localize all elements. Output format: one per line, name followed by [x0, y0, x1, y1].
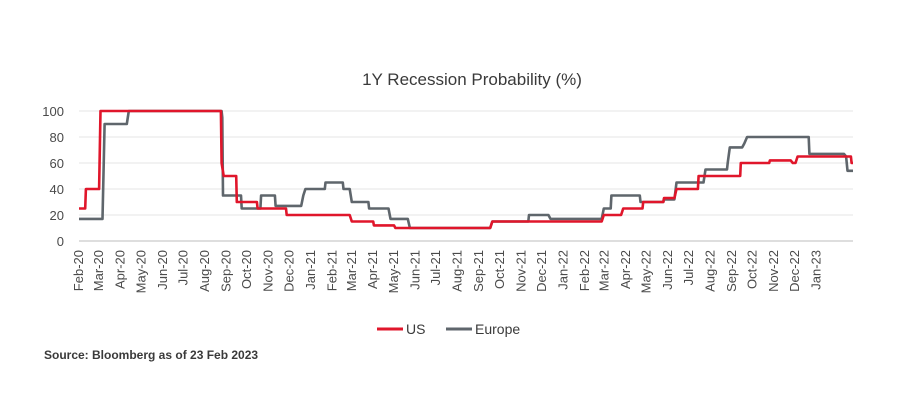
y-tick-label: 80 — [50, 130, 64, 145]
x-tick-label: Dec-21 — [534, 250, 549, 292]
chart-title: 1Y Recession Probability (%) — [362, 70, 582, 89]
series-line-us — [79, 109, 853, 230]
y-tick-label: 40 — [50, 182, 64, 197]
x-tick-label: Aug-22 — [702, 250, 717, 292]
legend-label-europe: Europe — [475, 321, 520, 337]
x-tick-label: Apr-22 — [618, 250, 633, 289]
x-tick-label: Oct-21 — [492, 250, 507, 289]
x-tick-label: Dec-20 — [281, 250, 296, 292]
x-tick-label: Apr-20 — [113, 250, 128, 289]
x-tick-label: Dec-22 — [787, 250, 802, 292]
x-tick-label: Jul-22 — [681, 250, 696, 285]
x-tick-label: May-21 — [386, 250, 401, 293]
x-tick-label: Jul-21 — [428, 250, 443, 285]
y-tick-label: 0 — [57, 234, 64, 249]
x-tick-label: Nov-20 — [261, 250, 276, 292]
x-tick-label: Mar-20 — [91, 250, 106, 291]
x-tick-label: Apr-21 — [365, 250, 380, 289]
x-tick-label: Jun-22 — [660, 250, 675, 290]
x-tick-label: Jun-21 — [407, 250, 422, 290]
y-tick-label: 20 — [50, 208, 64, 223]
x-tick-label: Oct-22 — [745, 250, 760, 289]
x-tick-label: Oct-20 — [239, 250, 254, 289]
x-tick-label: Jan-21 — [303, 250, 318, 290]
x-tick-label: Jun-20 — [155, 250, 170, 290]
x-tick-label: May-20 — [133, 250, 148, 293]
x-tick-label: Mar-22 — [596, 250, 611, 291]
x-tick-label: Sep-21 — [471, 250, 486, 292]
x-tick-label: Jan-22 — [556, 250, 571, 290]
chart-legend: US Europe — [377, 321, 520, 337]
series-line-europe — [79, 109, 853, 230]
y-tick-label: 60 — [50, 156, 64, 171]
source-note: Source: Bloomberg as of 23 Feb 2023 — [44, 348, 259, 362]
x-tick-label: Nov-21 — [513, 250, 528, 292]
y-tick-label: 100 — [42, 104, 64, 119]
x-tick-label: Aug-20 — [197, 250, 212, 292]
legend-label-us: US — [406, 321, 425, 337]
x-tick-label: Jan-23 — [808, 250, 823, 290]
x-tick-label: Aug-21 — [450, 250, 465, 292]
x-tick-label: Feb-22 — [577, 250, 592, 291]
x-tick-label: Feb-21 — [324, 250, 339, 291]
x-axis-tick-labels: Feb-20 Mar-20 Apr-20 May-20 Jun-20 Jul-20 Aug-… — [71, 250, 823, 293]
x-tick-label: May-22 — [639, 250, 654, 293]
x-tick-label: Nov-22 — [766, 250, 781, 292]
x-tick-label: Mar-21 — [344, 250, 359, 291]
x-tick-label: Sep-22 — [724, 250, 739, 292]
x-tick-label: Jul-20 — [176, 250, 191, 285]
y-axis-tick-labels: 0 20 40 60 80 100 — [42, 104, 64, 249]
x-tick-label: Sep-20 — [218, 250, 233, 292]
series-lines — [79, 109, 853, 230]
x-tick-label: Feb-20 — [71, 250, 86, 291]
